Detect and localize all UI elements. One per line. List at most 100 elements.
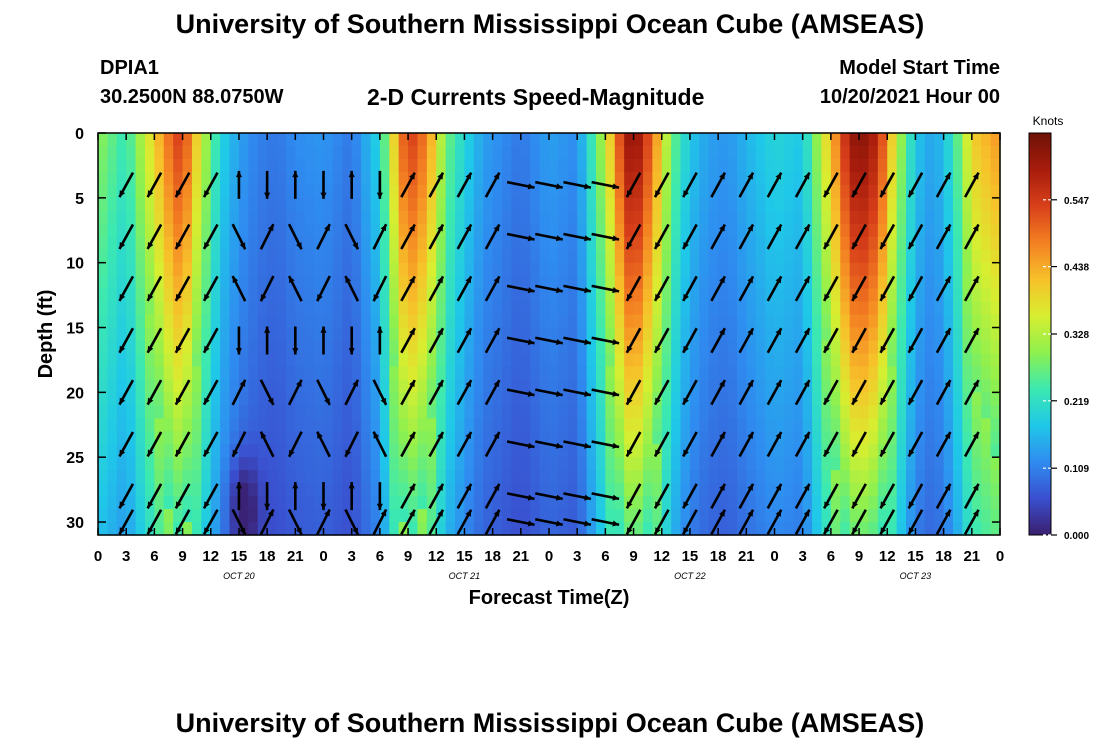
heat-cell <box>408 184 419 199</box>
current-vector-head <box>493 224 500 232</box>
heat-cell <box>210 145 221 160</box>
heat-cell <box>370 496 381 510</box>
heat-cell <box>464 405 475 419</box>
heat-cell <box>680 301 691 316</box>
heat-cell <box>624 366 635 380</box>
heat-cell <box>849 405 860 419</box>
heat-cell <box>708 197 719 212</box>
heat-cell <box>924 457 935 471</box>
heat-cell <box>962 158 973 173</box>
heat-cell <box>981 249 992 264</box>
heat-cell <box>736 509 747 523</box>
heat-cell <box>849 133 860 147</box>
heat-cell <box>868 133 879 147</box>
heat-cell <box>755 522 766 536</box>
heat-cell <box>473 470 484 484</box>
heat-cell <box>962 314 973 329</box>
heat-cell <box>267 301 278 316</box>
heat-cell <box>549 483 559 497</box>
heat-cell <box>511 392 522 406</box>
current-vector-head <box>824 449 830 457</box>
heat-cell <box>492 210 503 225</box>
current-vector-head <box>555 339 563 345</box>
heat-cell <box>793 405 804 419</box>
heat-cell <box>398 327 409 342</box>
heat-cell <box>182 301 193 316</box>
heat-cell <box>699 197 710 212</box>
heat-cell <box>445 509 456 523</box>
heat-cell <box>398 366 409 380</box>
heat-cell <box>595 210 606 225</box>
heat-cell <box>671 366 682 380</box>
x-tick-label: 6 <box>150 548 158 565</box>
heat-cell <box>896 327 907 342</box>
heat-cell <box>689 379 700 393</box>
heat-cell <box>943 522 954 536</box>
heat-cell <box>276 184 287 199</box>
heat-cell <box>436 288 447 303</box>
heat-cell <box>953 249 964 264</box>
heat-cell <box>699 353 710 368</box>
heat-cell <box>755 509 766 523</box>
current-vector-head <box>296 379 302 387</box>
heat-cell <box>248 509 259 523</box>
heat-cell <box>783 158 794 173</box>
heat-cell <box>191 418 202 432</box>
heat-cell <box>426 353 437 368</box>
heat-cell <box>746 197 757 212</box>
heat-cell <box>389 327 400 342</box>
heat-cell <box>736 405 747 419</box>
heat-cell <box>163 223 174 238</box>
heat-cell <box>191 249 202 264</box>
heat-cell <box>671 509 682 523</box>
heat-cell <box>417 470 428 484</box>
heat-cell <box>351 184 362 199</box>
chart-canvas: 0 3 6 9 12 15 18 21 0 3 6 9 12 15 18 21 0 3 6 9 12 15 18 21 0 3 6 9… <box>35 114 1089 609</box>
heat-cell <box>351 275 362 290</box>
heat-cell <box>229 366 240 380</box>
heat-cell <box>783 171 794 186</box>
heat-cell <box>746 314 757 329</box>
heat-cell <box>511 171 522 186</box>
heat-cell <box>755 223 766 238</box>
heat-cell <box>304 431 315 445</box>
heat-cell <box>116 171 127 186</box>
heat-cell <box>830 275 841 290</box>
heat-cell <box>492 133 503 147</box>
heat-cell <box>492 496 503 510</box>
heat-cell <box>492 418 503 432</box>
heat-cell <box>107 327 118 342</box>
heat-cell <box>586 210 597 225</box>
heat-cell <box>483 133 494 147</box>
heat-cell <box>530 262 541 277</box>
heat-cell <box>633 496 644 510</box>
heat-cell <box>859 457 870 471</box>
heat-cell <box>154 210 165 225</box>
heat-cell <box>887 236 898 251</box>
heat-cell <box>257 470 268 484</box>
heat-cell <box>624 509 635 523</box>
heat-cell <box>586 275 597 290</box>
heat-cell <box>727 496 738 510</box>
heat-cell <box>332 457 343 471</box>
chart-subtitle: 2-D Currents Speed-Magnitude <box>367 84 705 110</box>
heat-cell <box>502 262 513 277</box>
heat-cell <box>614 496 625 510</box>
heat-cell <box>906 275 917 290</box>
heat-cell <box>351 223 362 238</box>
heat-cell <box>201 133 212 147</box>
heat-cell <box>379 133 390 147</box>
heat-cell <box>135 431 146 445</box>
heat-cell <box>267 145 278 160</box>
heat-cell <box>126 275 137 290</box>
heat-cell <box>511 133 522 147</box>
heat-cell <box>502 158 513 173</box>
heat-cell <box>577 158 588 173</box>
heat-cell <box>257 171 268 186</box>
heat-cell <box>924 340 935 355</box>
heat-cell <box>342 353 353 368</box>
heat-cell <box>436 444 447 458</box>
heat-cell <box>182 379 193 393</box>
heat-cell <box>464 392 475 406</box>
heat-cell <box>201 457 212 471</box>
